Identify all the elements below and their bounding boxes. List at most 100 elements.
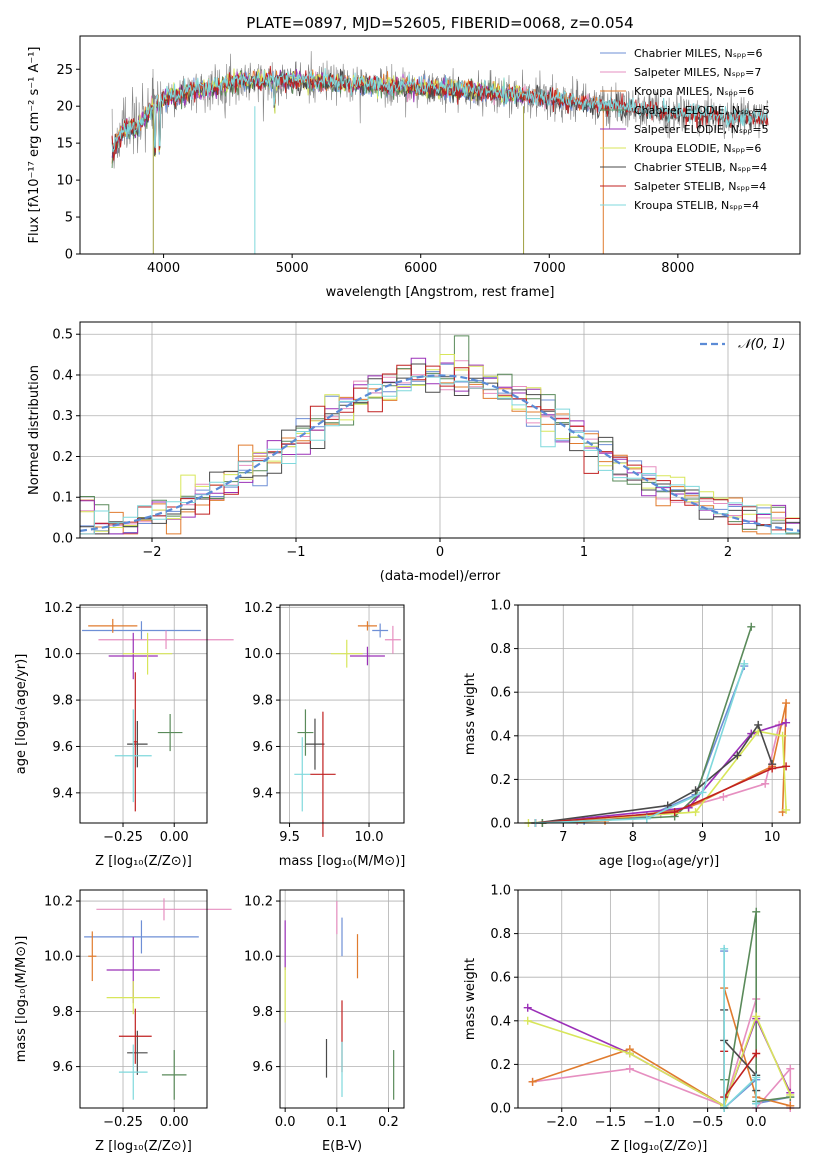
mass_weight_vs_age-panel: 7 8 9 10 0.0 0.2 0.4 0.6 0.8 1.0 age [log₁₀(age/yr… [463, 599, 801, 869]
data-point-marker [786, 1064, 795, 1073]
data-point-marker [752, 1049, 761, 1058]
x-tick-label: 7000 [533, 261, 566, 276]
x-axis-label: Z [log₁₀(Z/Z⊙)] [95, 1139, 192, 1154]
x-tick-label: 0.00 [160, 1115, 189, 1130]
x-tick-label: −1 [286, 545, 305, 560]
y-tick-label: 25 [56, 63, 73, 78]
data-point-marker [642, 814, 651, 823]
x-tick-label: −0.5 [692, 1115, 724, 1130]
x-axis-label: Z [log₁₀(Z/Z⊙)] [95, 854, 192, 869]
data-point-marker [782, 762, 791, 771]
y-tick-label: 0.6 [490, 686, 511, 701]
histogram-step [80, 354, 800, 532]
x-tick-label: 0.00 [160, 830, 189, 845]
x-tick-label: 10.0 [355, 830, 384, 845]
x-tick-label: 0.0 [746, 1115, 767, 1130]
y-tick-label: 9.8 [52, 694, 73, 709]
data-point-marker [747, 622, 756, 631]
data-point-marker [782, 805, 791, 814]
data-point-marker [719, 792, 728, 801]
data-point-marker [754, 720, 763, 729]
series-line [535, 724, 780, 824]
y-tick-label: 9.6 [252, 1060, 273, 1075]
x-tick-label: 0.0 [275, 1115, 296, 1130]
x-axis-label: age [log₁₀(age/yr)] [599, 854, 720, 869]
y-tick-label: 9.4 [52, 786, 73, 801]
figure-title: PLATE=0897, MJD=52605, FIBERID=0068, z=0… [246, 14, 633, 32]
x-tick-label: −1.0 [643, 1115, 675, 1130]
mass_weight_vs_Z-panel: −2.0 −1.5 −1.0 −0.5 0.0 0.0 0.2 0.4 0.6 0.8 1.0 Z [… [463, 884, 801, 1154]
data-point-marker [625, 1064, 634, 1073]
data-point-marker [625, 1049, 634, 1058]
y-tick-label: 9.8 [252, 1005, 273, 1020]
mass_vs_ebv-marks [284, 901, 395, 1100]
y-tick-label: 9.6 [252, 740, 273, 755]
data-point-marker [740, 659, 749, 668]
y-tick-label: 1.0 [490, 884, 511, 899]
mass_weight_vs_Z-marks [523, 907, 795, 1112]
y-tick-label: 0.4 [490, 729, 511, 744]
data-point-marker [691, 786, 700, 795]
x-tick-label: 4000 [147, 261, 180, 276]
y-tick-label: 0.8 [490, 927, 511, 942]
series-line [528, 730, 787, 824]
y-tick-label: 9.6 [52, 740, 73, 755]
x-tick-label: −0.25 [103, 1115, 143, 1130]
data-point-marker [733, 751, 742, 760]
y-axis-label: Flux [fλ10⁻¹⁷ erg cm⁻² s⁻¹ A⁻¹] [27, 47, 42, 244]
x-axis-label: (data-model)/error [380, 569, 501, 584]
y-tick-label: 10.0 [244, 647, 273, 662]
legend-entry: 𝒩(0, 1) [738, 337, 785, 352]
y-tick-label: 10.0 [44, 950, 73, 965]
y-axis-label: age [log₁₀(age/yr)] [14, 654, 29, 775]
data-point-marker [761, 779, 770, 788]
spectrum-panel: Chabrier MILES, Nₛₚₚ=6 Salpeter MILES, Nₛ… [27, 35, 801, 300]
y-tick-label: 10.0 [244, 950, 273, 965]
x-tick-label: 1 [580, 545, 588, 560]
series-line [542, 626, 753, 824]
y-tick-label: 1.0 [490, 599, 511, 614]
x-tick-label: 9.5 [279, 830, 300, 845]
data-point-marker [752, 1012, 761, 1021]
y-axis-label: mass weight [463, 958, 478, 1040]
data-point-marker [778, 731, 787, 740]
y-tick-label: 0.4 [52, 368, 73, 383]
x-tick-label: −0.25 [103, 830, 143, 845]
data-point-marker [720, 944, 729, 953]
y-tick-label: 0.2 [490, 773, 511, 788]
y-tick-label: 0.0 [490, 1102, 511, 1117]
data-point-marker [752, 907, 761, 916]
y-tick-label: 9.8 [252, 694, 273, 709]
x-tick-label: −2.0 [546, 1115, 578, 1130]
y-tick-label: 10.2 [244, 895, 273, 910]
y-tick-label: 0.4 [490, 1014, 511, 1029]
residuals-panel: 𝒩(0, 1) −2 −1 0 1 2 0.0 0.1 0.2 0.3 0.4 0.5 (data-mo… [27, 321, 801, 584]
series-line [532, 987, 791, 1108]
legend-entry: Salpeter STELIB, Nₛₚₚ=4 [634, 180, 766, 193]
x-axis-label: mass [log₁₀(M/M⊙)] [279, 854, 406, 869]
y-tick-label: 15 [56, 137, 73, 152]
legend-entry: Chabrier STELIB, Nₛₚₚ=4 [634, 161, 767, 174]
series-line [532, 998, 792, 1111]
data-point-marker [782, 718, 791, 727]
y-tick-label: 9.8 [52, 1005, 73, 1020]
x-tick-label: 9 [698, 830, 706, 845]
x-axis-label: E(B-V) [322, 1139, 362, 1154]
x-tick-label: 5000 [276, 261, 309, 276]
x-tick-label: −2 [142, 545, 161, 560]
data-point-marker [768, 764, 777, 773]
y-axis-label: mass [log₁₀(M/M⊙)] [14, 936, 29, 1063]
x-tick-label: 6000 [404, 261, 437, 276]
x-tick-label: −1.5 [595, 1115, 627, 1130]
mass_vs_ebv-panel: 0.0 0.1 0.2 9.6 9.8 10.0 10.2 E(B-V) [244, 889, 405, 1154]
x-axis-label: Z [log₁₀(Z/Z⊙)] [611, 1139, 708, 1154]
legend-entry: Kroupa MILES, Nₛₚₚ=6 [634, 85, 754, 98]
x-tick-label: 2 [724, 545, 732, 560]
histogram-step [80, 375, 800, 535]
axes-frame [79, 35, 801, 255]
y-tick-label: 0.2 [52, 450, 73, 465]
age_vs_mass-panel: 9.5 10.0 9.4 9.6 9.8 10.0 10.2 mass [log₁₀(M/M⊙… [244, 601, 405, 869]
mass_weight_vs_age-marks [524, 622, 791, 827]
legend-entry: Kroupa STELIB, Nₛₚₚ=4 [634, 199, 759, 212]
